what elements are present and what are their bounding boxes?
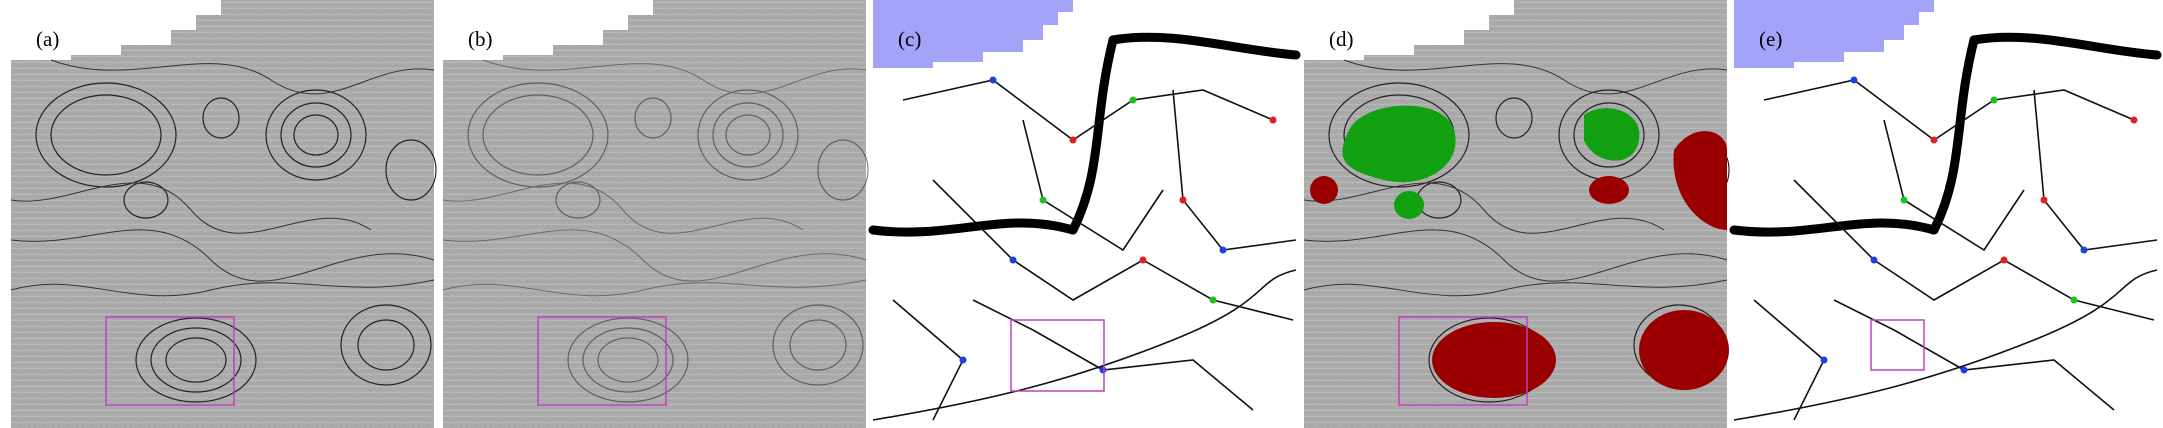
panel-label: (e) [1759, 27, 1782, 51]
panel-label: (c) [898, 27, 921, 51]
panel-label: (a) [36, 27, 59, 51]
panel-e: (e) [1734, 0, 2163, 428]
panel-b: (b) [442, 0, 869, 428]
panel-d: (d) [1303, 0, 1730, 428]
panel-c: (c) [873, 0, 1296, 428]
panel-label: (d) [1329, 27, 1354, 51]
panel-a: (a) [10, 0, 437, 428]
panel-label: (b) [468, 27, 493, 51]
